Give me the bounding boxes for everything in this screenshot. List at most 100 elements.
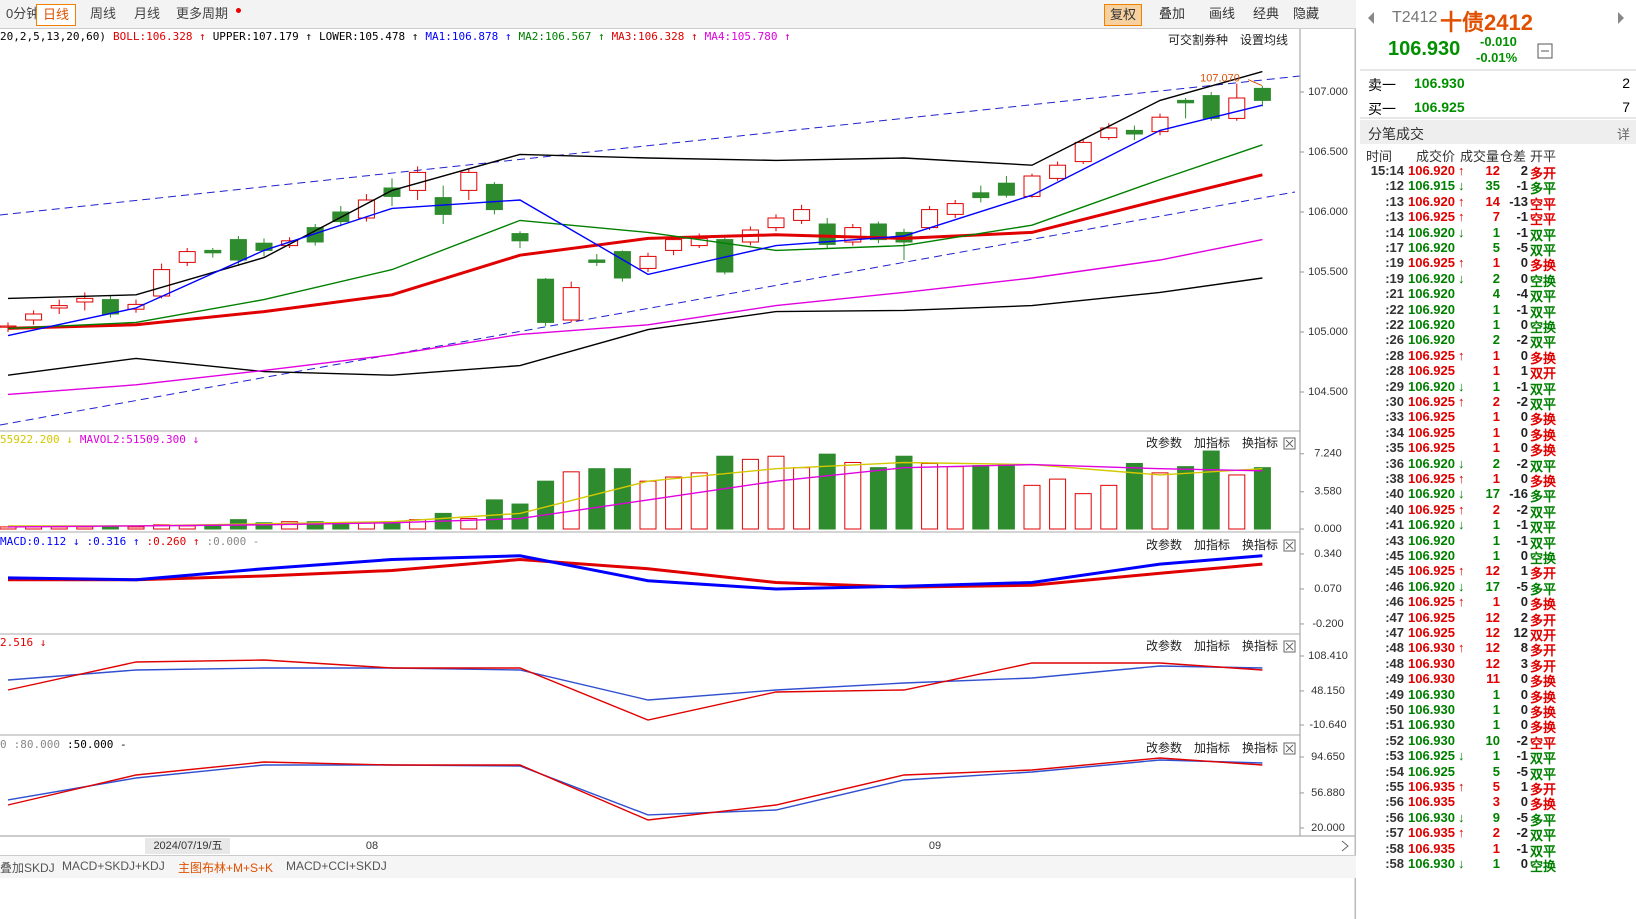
- trade-oi-change: -5: [1516, 809, 1528, 825]
- trade-volume: 3: [1492, 794, 1500, 810]
- template-tab[interactable]: MACD+CCI+SKDJ: [286, 859, 387, 873]
- tool-button[interactable]: 隐藏: [1293, 6, 1320, 21]
- panel-action[interactable]: 换指标: [1241, 436, 1278, 450]
- trade-volume: 1: [1492, 840, 1500, 856]
- tool-button[interactable]: 复权: [1104, 4, 1143, 26]
- trade-kind: 多换: [1530, 443, 1557, 459]
- template-tabs: 叠加SKDJ MACD+SKDJ+KDJ 主图布林+M+S+K MACD+CCI+SK…: [0, 855, 1356, 878]
- trade-volume: 1: [1492, 471, 1500, 486]
- tool-button[interactable]: 叠加: [1159, 6, 1186, 21]
- trade-oi-change: -5: [1516, 763, 1528, 779]
- trade-kind: 多开: [1530, 643, 1557, 659]
- toggle-icon[interactable]: [1537, 43, 1553, 59]
- panel-action[interactable]: 改参数: [1145, 741, 1182, 755]
- trade-row: :35 106.925 1 0 多换: [1360, 440, 1636, 458]
- tool-button[interactable]: 画线: [1209, 6, 1236, 21]
- panel-action[interactable]: 换指标: [1241, 639, 1278, 653]
- volume-bar: [255, 522, 273, 530]
- volume-bar: [76, 526, 94, 530]
- period-button[interactable]: 0分钟: [6, 6, 40, 21]
- trade-oi-change: 0: [1520, 317, 1528, 332]
- trade-price: 106.935: [1408, 794, 1455, 810]
- panel-action[interactable]: 改参数: [1145, 538, 1182, 552]
- next-arrow[interactable]: [1618, 12, 1624, 24]
- candle-body: [1228, 97, 1246, 119]
- trade-oi-change: 0: [1520, 717, 1528, 733]
- panel-action[interactable]: 加指标: [1193, 639, 1230, 653]
- template-tab[interactable]: 叠加SKDJ: [0, 861, 55, 875]
- trade-volume: 2: [1492, 332, 1500, 348]
- channel-line: [0, 75, 1301, 216]
- trade-volume: 1: [1492, 517, 1500, 533]
- close-icon[interactable]: [1283, 640, 1296, 653]
- trade-time: :43: [1385, 532, 1404, 548]
- trade-oi-change: 0: [1520, 794, 1528, 810]
- trade-time: :46: [1385, 594, 1404, 610]
- panel-action[interactable]: 改参数: [1145, 436, 1182, 450]
- trade-price: 106.935: [1408, 779, 1455, 794]
- trade-volume: 1: [1492, 347, 1500, 363]
- legend-item: LOWER:105.478 ↑: [319, 30, 419, 43]
- panel-action[interactable]: 加指标: [1193, 436, 1230, 450]
- panel-action[interactable]: 换指标: [1241, 741, 1278, 755]
- trade-volume: 35: [1485, 178, 1500, 194]
- trade-arrow: ↓: [1458, 378, 1465, 394]
- legend-item: :0.000 -: [206, 535, 260, 548]
- trade-arrow: ↑: [1458, 255, 1465, 271]
- panel-action[interactable]: 加指标: [1193, 741, 1230, 755]
- trade-oi-change: 0: [1520, 671, 1528, 687]
- candle-body: [1074, 141, 1092, 163]
- trade-time: :21: [1385, 286, 1404, 302]
- trade-kind: 双平: [1530, 458, 1557, 474]
- close-icon[interactable]: [1283, 539, 1296, 552]
- trade-volume: 1: [1492, 594, 1500, 610]
- trade-kind: 多换: [1530, 705, 1557, 720]
- close-icon[interactable]: [1283, 742, 1296, 755]
- template-tab[interactable]: MACD+SKDJ+KDJ: [62, 859, 165, 873]
- trade-price: 106.920: [1408, 517, 1455, 533]
- trade-price: 106.925: [1408, 625, 1455, 640]
- panel-action[interactable]: 可交割券种: [1167, 33, 1228, 47]
- trade-row: :28 106.925 ↑ 1 0 多换: [1360, 347, 1636, 366]
- trade-oi-change: 0: [1520, 440, 1528, 456]
- trade-time: :35: [1385, 440, 1404, 456]
- trade-price: 106.935: [1408, 840, 1455, 856]
- period-button[interactable]: 周线: [90, 6, 117, 21]
- panel-action[interactable]: 设置均线: [1239, 33, 1288, 47]
- trade-volume: 1: [1492, 424, 1500, 440]
- close-icon[interactable]: [1283, 437, 1296, 450]
- y-tick-label: 7.240: [1314, 448, 1342, 460]
- period-button[interactable]: 月线: [134, 6, 161, 21]
- candle-body: [997, 182, 1015, 196]
- trade-arrow: ↑: [1458, 209, 1465, 225]
- trade-time: :17: [1385, 240, 1404, 255]
- period-button[interactable]: 更多周期: [176, 6, 229, 21]
- period-button[interactable]: 日线: [36, 4, 77, 26]
- candle-body: [1202, 95, 1220, 119]
- trade-arrow: ↓: [1458, 486, 1465, 502]
- trade-time: :33: [1385, 409, 1404, 425]
- template-tab[interactable]: 主图布林+M+S+K: [178, 861, 274, 875]
- tool-button[interactable]: 经典: [1253, 6, 1280, 21]
- trade-row: :55 106.935 ↑ 5 1 多开: [1360, 779, 1636, 797]
- trade-time: :28: [1385, 363, 1404, 379]
- trade-price: 106.920: [1408, 332, 1455, 348]
- trade-oi-change: 1: [1520, 779, 1528, 794]
- trade-kind: 空平: [1530, 212, 1557, 228]
- detail-button[interactable]: 详: [1616, 127, 1630, 142]
- trade-volume: 5: [1492, 779, 1500, 794]
- prev-arrow[interactable]: [1368, 12, 1374, 24]
- volume-bar: [1228, 474, 1246, 530]
- panel-action[interactable]: 改参数: [1145, 639, 1182, 653]
- panel-action[interactable]: 换指标: [1241, 538, 1278, 552]
- y-tick-label: 104.500: [1308, 386, 1348, 398]
- candle-body: [204, 249, 222, 254]
- panel-action[interactable]: 加指标: [1193, 538, 1230, 552]
- trade-kind: 多换: [1530, 350, 1557, 366]
- section-title: 分笔成交: [1368, 126, 1424, 142]
- trade-kind: 双平: [1530, 397, 1557, 412]
- column-header: 开平: [1530, 149, 1557, 164]
- volume-bar: [613, 468, 631, 530]
- trade-price: 106.925: [1408, 471, 1455, 486]
- trade-oi-change: 12: [1513, 625, 1528, 640]
